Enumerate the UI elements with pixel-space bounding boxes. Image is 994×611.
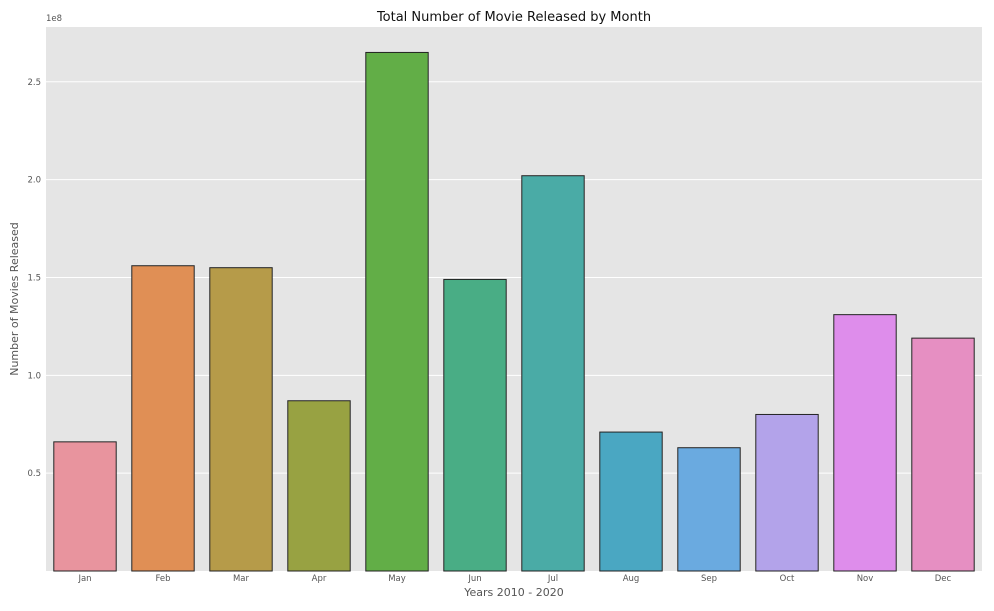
x-tick-label-oct: Oct xyxy=(780,574,795,584)
bar-dec xyxy=(911,337,975,572)
y-tick-label: 1.5 xyxy=(27,273,41,283)
x-tick-label-jul: Jul xyxy=(547,574,558,584)
bar-oct xyxy=(755,413,819,572)
plot-background xyxy=(46,27,982,571)
y-tick-label: 2.5 xyxy=(27,78,41,88)
bar-apr xyxy=(287,400,351,572)
y-tick-label: 2.0 xyxy=(27,176,41,186)
x-tick-label-aug: Aug xyxy=(623,574,640,584)
bar-feb xyxy=(131,265,195,572)
y-axis-label: Number of Movies Released xyxy=(8,222,21,376)
x-tick-labels: Jan Feb Mar Apr May Jun Jul Aug Sep Oct Nov Dec xyxy=(77,574,951,584)
x-tick-label-sep: Sep xyxy=(701,574,717,584)
x-axis-label: Years 2010 - 2020 xyxy=(463,586,563,599)
grid-lines xyxy=(46,81,982,474)
x-tick-label-may: May xyxy=(388,574,406,584)
bar-jun xyxy=(443,278,507,572)
bar-aug xyxy=(599,431,663,572)
x-tick-label-nov: Nov xyxy=(857,574,874,584)
x-tick-label-dec: Dec xyxy=(935,574,952,584)
bar-nov xyxy=(833,314,897,572)
bar-jul xyxy=(521,175,585,572)
x-tick-label-jun: Jun xyxy=(467,574,481,584)
y-axis-offset-label: 1e8 xyxy=(46,14,62,24)
bar-mar xyxy=(209,267,273,572)
bar-may xyxy=(365,51,429,572)
y-tick-label: 0.5 xyxy=(27,469,41,479)
chart-title: Total Number of Movie Released by Month xyxy=(376,10,651,25)
bar-jan xyxy=(53,441,117,572)
x-tick-label-apr: Apr xyxy=(312,574,327,584)
x-tick-label-jan: Jan xyxy=(77,574,91,584)
y-tick-label: 1.0 xyxy=(27,371,41,381)
bars xyxy=(53,51,975,572)
y-tick-labels: 0.5 1.0 1.5 2.0 2.5 xyxy=(27,78,41,479)
x-tick-label-mar: Mar xyxy=(233,574,250,584)
x-tick-label-feb: Feb xyxy=(155,574,170,584)
bar-sep xyxy=(677,447,741,572)
